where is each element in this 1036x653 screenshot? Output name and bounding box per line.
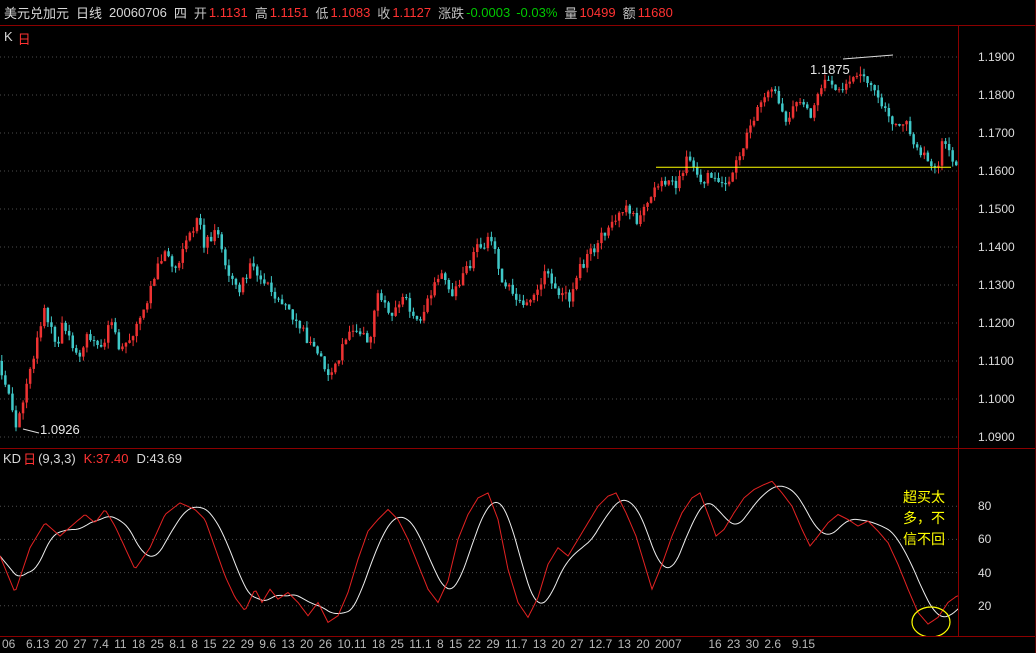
high-label: 高 [254,6,268,21]
title-bar: 美元兑加元 日线 20060706 四 开 1.1131 高 1.1151 低 … [0,0,1036,26]
kd-tick-label: 20 [978,599,992,613]
price-tick-label: 1.1300 [978,278,1015,292]
price-tick-label: 1.1700 [978,126,1015,140]
k-period-label: 日 [17,32,31,47]
kd-header: KD 日 (9,3,3) K:37.40 D:43.69 [0,449,1036,467]
date-label: 20060706 [109,5,167,20]
price-tick-label: 1.1600 [978,164,1015,178]
close-value: 1.1127 [392,5,432,20]
amount-value: 11680 [637,5,673,20]
price-tick-label: 1.1200 [978,316,1015,330]
kd-k-value: K:37.40 [83,450,129,466]
kd-params: (9,3,3) [38,450,76,466]
symbol-name: 美元兑加元 [4,6,70,21]
kd-chart[interactable] [0,467,958,637]
volume-value: 10499 [579,5,616,20]
high-annotation: 1.1875 [810,62,850,77]
price-tick-label: 1.1500 [978,202,1015,216]
amount-field: 额 11680 [623,3,673,22]
low-label: 低 [315,6,329,21]
kd-tick-label: 80 [978,499,992,513]
volume-field: 量 10499 [564,3,615,22]
kd-tick-label: 60 [978,532,992,546]
period-label: 日线 [76,6,103,21]
price-axis: 1.1900 1.1800 1.1700 1.1600 1.1500 1.1400 1.13… [958,26,1036,448]
price-tick-label: 1.1900 [978,50,1015,64]
change-value: -0.0003 [466,5,511,20]
close-field: 收 1.1127 [377,3,431,22]
price-tick-label: 1.0900 [978,430,1015,444]
price-tick-label: 1.1000 [978,392,1015,406]
date-axis: 06 6.13 20 27 7.4 11 18 25 8.1 8 15 22 2… [0,636,1036,653]
low-annotation: 1.0926 [40,422,80,437]
kd-axis: 80 60 40 20 [958,449,1036,637]
kd-d-value: D:43.69 [136,450,183,466]
weekday-label: 四 [173,6,187,21]
kd-period-label: 日 [23,451,37,467]
candlestick-chart[interactable] [0,26,958,448]
price-tick-label: 1.1100 [978,354,1014,368]
low-field: 低 1.1083 [316,3,371,22]
change-label: 涨跌 [438,6,465,21]
close-label: 收 [377,6,391,21]
amount-label: 额 [622,6,636,21]
kd-title: KD 日 (9,3,3) [3,449,76,468]
change-pct-value: -0.03% [516,5,558,20]
change-field: 涨跌 -0.0003 -0.03% [438,3,557,22]
kd-panel: KD 日 (9,3,3) K:37.40 D:43.69 超买太多，不信不回 80… [0,448,1036,637]
main-chart-panel: K 日 1.1875 1.0926 1.1900 1.1800 1.1700 1.16… [0,26,1036,448]
open-field: 开 1.1131 [194,3,248,22]
overbought-note-annotation: 超买太多，不信不回 [903,489,945,547]
kd-tick-label: 40 [978,566,992,580]
high-field: 高 1.1151 [255,3,309,22]
chart-type-label: K 日 [4,29,31,48]
volume-label: 量 [564,6,578,21]
open-label: 开 [193,6,207,21]
high-value: 1.1151 [269,5,309,20]
price-tick-label: 1.1800 [978,88,1015,102]
k-label: K [4,29,13,44]
price-tick-label: 1.1400 [978,240,1015,254]
low-value: 1.1083 [330,5,371,20]
kd-title-text: KD [3,450,22,466]
open-value: 1.1131 [208,5,248,20]
